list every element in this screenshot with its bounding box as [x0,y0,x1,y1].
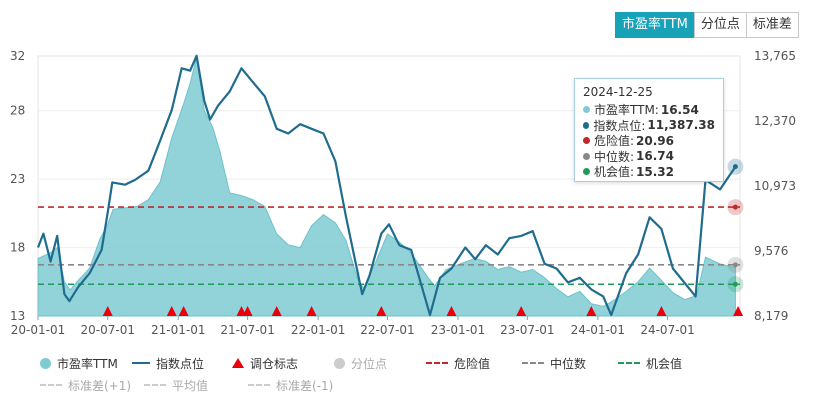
pe-circle-icon [40,357,51,369]
tooltip-date: 2024-12-25 [583,85,653,99]
adjust-marker [102,306,113,316]
legend-label: 指数点位 [156,356,205,371]
std-minus-dash-icon [248,384,270,386]
index-line [36,54,737,317]
adjust-marker [242,306,253,316]
legend-label: 机会值 [646,356,683,371]
adjust-marker [516,306,527,316]
y-left-tick: 13 [10,309,25,323]
adjust-marker [733,306,744,316]
adjust-marker [376,306,387,316]
legend-percentile[interactable]: 分位点 [334,355,426,372]
pe-dot-icon [583,106,590,114]
legend-pe[interactable]: 市盈率TTM [40,355,132,372]
adjust-marker [586,306,597,316]
tooltip-value: 16.54 [660,102,699,117]
legend-label: 危险值 [454,356,491,371]
median-dash-icon [522,362,544,364]
x-tick-label: 22-01-01 [291,323,345,337]
adjust-marker [446,306,457,316]
x-tick-label: 21-01-01 [151,323,205,337]
legend-danger[interactable]: 危险值 [426,355,522,372]
opportunity-dash-icon [618,362,640,364]
legend-std-minus[interactable]: 标准差(-1) [248,377,358,394]
tooltip-label: 市盈率TTM: [594,103,659,118]
tooltip: 2024-12-25 市盈率TTM: 16.54 指数点位: 11,387.38… [574,78,724,182]
x-tick-label: 24-01-01 [571,323,625,337]
tooltip-value: 20.96 [636,133,675,148]
median-dot-icon [583,152,590,160]
tooltip-value: 11,387.38 [647,118,715,133]
x-tick-label: 21-07-01 [220,323,274,337]
y-right-tick: 9,576 [754,244,788,258]
tooltip-label: 机会值: [594,165,635,180]
adjust-marker [166,306,177,316]
legend-label: 市盈率TTM [57,356,118,371]
legend-label: 调仓标志 [250,356,299,371]
adjust-marker [271,306,282,316]
x-tick-label: 23-01-01 [431,323,485,337]
index-dot-icon [583,121,590,129]
y-left-tick: 28 [10,104,25,118]
legend-index[interactable]: 指数点位 [132,355,232,372]
x-tick-label: 23-07-01 [500,323,554,337]
adjust-marker [178,306,189,316]
legend-std-plus[interactable]: 标准差(+1) [40,377,144,394]
endpoint-dot [732,164,738,170]
tooltip-label: 指数点位: [593,118,646,133]
legend-label: 分位点 [351,356,388,371]
legend-label: 平均值 [172,378,209,393]
y-left-tick: 32 [10,49,25,63]
tooltip-label: 中位数: [594,149,635,164]
legend-label: 中位数 [550,356,587,371]
tooltip-row-index: 指数点位: 11,387.38 [583,118,715,134]
triangle-icon [232,358,244,368]
index-line-icon [132,362,150,364]
legend: 市盈率TTM 指数点位 调仓标志 分位点 危险值 中位数 机会值 [40,352,800,396]
adjust-marker [306,306,317,316]
legend-label: 标准差(-1) [276,378,334,393]
mean-dash-icon [144,384,166,386]
y-left-tick: 23 [10,172,25,186]
percentile-circle-icon [334,357,345,369]
tab-std-dev[interactable]: 标准差 [745,12,799,38]
x-tick-label: 20-01-01 [11,323,65,337]
adjust-marker [656,306,667,316]
tooltip-row-danger: 危险值: 20.96 [583,133,715,149]
std-plus-dash-icon [40,384,62,386]
endpoint-dot [732,262,738,268]
tooltip-row-median: 中位数: 16.74 [583,149,715,165]
tab-pe-ttm[interactable]: 市盈率TTM [615,12,695,38]
tab-percentile[interactable]: 分位点 [693,12,747,38]
legend-opportunity[interactable]: 机会值 [618,355,714,372]
legend-label: 标准差(+1) [68,378,132,393]
tooltip-value: 16.74 [636,149,675,164]
y-right-tick: 13,765 [754,49,796,63]
endpoint-dot [732,281,738,287]
danger-dot-icon [583,137,590,145]
x-tick-label: 24-07-01 [640,323,694,337]
x-tick-label: 20-07-01 [81,323,135,337]
legend-median[interactable]: 中位数 [522,355,618,372]
legend-markers[interactable]: 调仓标志 [232,355,334,372]
y-right-tick: 10,973 [754,179,796,193]
danger-dash-icon [426,362,448,364]
tooltip-row-opportunity: 机会值: 15.32 [583,164,715,180]
y-left-tick: 18 [10,241,25,255]
y-right-tick: 12,370 [754,114,796,128]
y-right-tick: 8,179 [754,309,788,323]
chart-mode-tabs: 市盈率TTM 分位点 标准差 [615,12,799,38]
legend-mean[interactable]: 平均值 [144,377,248,394]
tooltip-row-pe: 市盈率TTM: 16.54 [583,102,715,118]
endpoint-dot [732,204,738,210]
opportunity-dot-icon [583,168,590,176]
tooltip-label: 危险值: [594,134,635,149]
tooltip-value: 15.32 [636,164,675,179]
x-tick-label: 22-07-01 [360,323,414,337]
